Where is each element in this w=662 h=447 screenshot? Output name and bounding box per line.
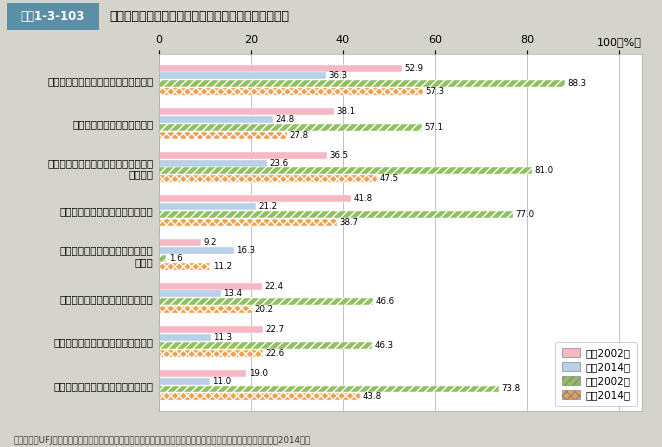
- Legend: 父親2002年, 父親2014年, 母親2002年, 母親2014年: 父親2002年, 父親2014年, 母親2002年, 母親2014年: [555, 342, 637, 406]
- Bar: [159, 342, 372, 349]
- Bar: [159, 283, 262, 290]
- Bar: [159, 124, 422, 131]
- Bar: [159, 219, 337, 226]
- Text: 子育て中の親の地域の中での子どもを通じた付き合い: 子育て中の親の地域の中での子どもを通じた付き合い: [109, 9, 289, 23]
- Text: 38.7: 38.7: [340, 218, 358, 227]
- Bar: [159, 195, 352, 202]
- Bar: [159, 326, 263, 333]
- Bar: [159, 203, 256, 210]
- Bar: [159, 334, 211, 341]
- Text: 22.7: 22.7: [265, 325, 285, 334]
- Text: 23.6: 23.6: [270, 159, 289, 168]
- Text: 11.3: 11.3: [213, 333, 232, 342]
- Text: 41.8: 41.8: [354, 194, 373, 203]
- Text: 11.0: 11.0: [212, 377, 231, 386]
- Text: 27.8: 27.8: [289, 131, 308, 140]
- Bar: [159, 175, 377, 182]
- Text: 36.5: 36.5: [329, 151, 348, 160]
- Text: 11.2: 11.2: [213, 261, 232, 270]
- Text: 88.3: 88.3: [567, 79, 587, 88]
- Text: 81.0: 81.0: [534, 166, 553, 176]
- FancyBboxPatch shape: [7, 4, 99, 30]
- Bar: [159, 88, 422, 95]
- Bar: [159, 168, 532, 174]
- Text: 19.0: 19.0: [249, 369, 267, 378]
- Text: 22.4: 22.4: [264, 282, 283, 291]
- Bar: [159, 211, 513, 218]
- Bar: [159, 116, 273, 123]
- Bar: [159, 370, 246, 377]
- Text: 57.1: 57.1: [424, 123, 443, 132]
- Text: 36.3: 36.3: [328, 72, 348, 80]
- Bar: [159, 306, 252, 313]
- Bar: [159, 72, 326, 80]
- Text: 16.3: 16.3: [236, 246, 256, 255]
- Text: 47.5: 47.5: [380, 174, 399, 183]
- Bar: [159, 132, 287, 139]
- Text: 46.3: 46.3: [374, 341, 393, 350]
- Bar: [159, 291, 220, 297]
- Text: 46.6: 46.6: [375, 297, 395, 306]
- Text: 21.2: 21.2: [259, 202, 278, 211]
- Bar: [159, 247, 234, 254]
- Bar: [159, 385, 498, 392]
- Bar: [159, 152, 327, 159]
- Text: 73.8: 73.8: [501, 384, 520, 393]
- Text: 13.4: 13.4: [223, 289, 242, 299]
- Bar: [159, 64, 402, 72]
- Text: 22.6: 22.6: [265, 349, 284, 358]
- Bar: [159, 108, 334, 115]
- Bar: [159, 298, 373, 305]
- Text: 9.2: 9.2: [203, 238, 217, 247]
- Text: 資料：三菱UFJリサーチ＆コンサルティング株式会社「子育て支援策等に関する調査（未就学児の父母調査）」（2014年）: 資料：三菱UFJリサーチ＆コンサルティング株式会社「子育て支援策等に関する調査（…: [13, 436, 310, 445]
- Bar: [159, 262, 211, 270]
- Text: 20.2: 20.2: [254, 305, 273, 314]
- Bar: [159, 378, 209, 384]
- Text: 図表1-3-103: 図表1-3-103: [21, 9, 85, 23]
- Text: 38.1: 38.1: [336, 107, 355, 116]
- Bar: [159, 393, 361, 401]
- Text: 43.8: 43.8: [363, 392, 382, 401]
- Bar: [159, 160, 267, 167]
- Bar: [159, 80, 565, 87]
- Text: 1.6: 1.6: [169, 253, 182, 263]
- Text: 24.8: 24.8: [275, 115, 295, 124]
- Text: 57.3: 57.3: [425, 87, 444, 96]
- Text: 52.9: 52.9: [404, 63, 424, 72]
- Bar: [159, 239, 201, 246]
- Text: 100（%）: 100（%）: [596, 37, 641, 47]
- Text: 77.0: 77.0: [516, 210, 535, 219]
- Bar: [159, 350, 263, 357]
- Bar: [159, 255, 166, 261]
